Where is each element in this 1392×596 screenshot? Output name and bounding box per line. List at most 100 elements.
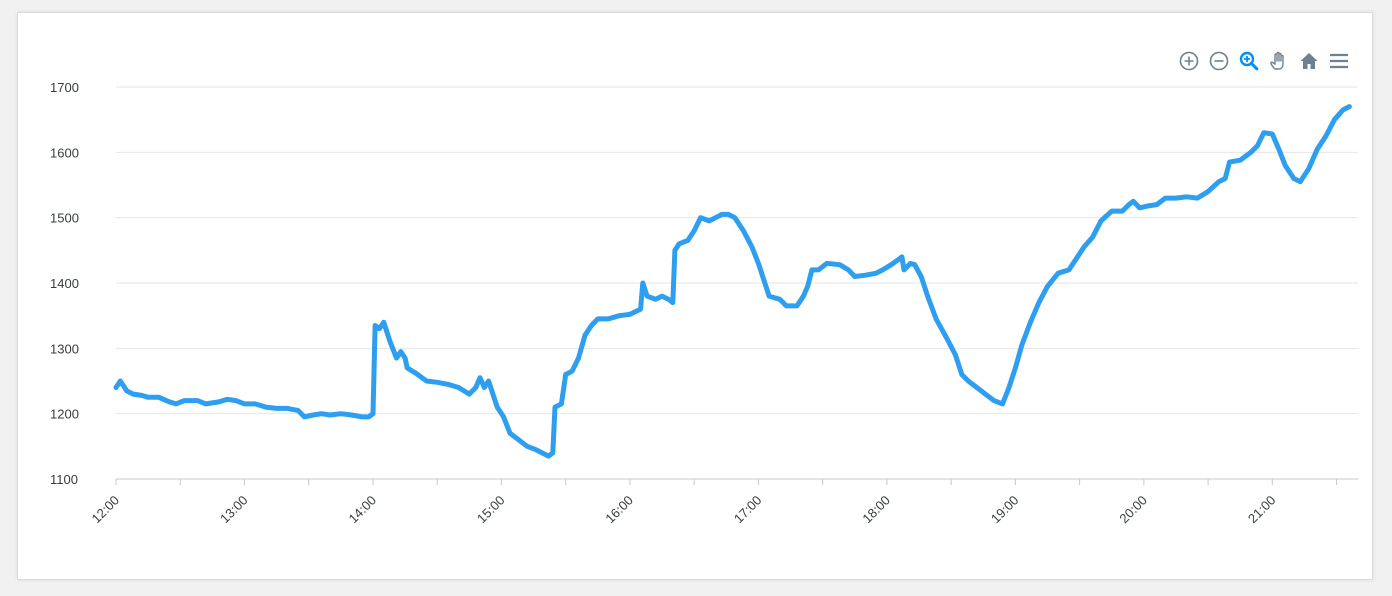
data-point[interactable]: [698, 215, 704, 221]
data-point[interactable]: [284, 405, 290, 411]
home-reset-icon[interactable]: [1297, 49, 1321, 73]
data-point[interactable]: [982, 391, 988, 397]
data-point[interactable]: [381, 319, 387, 325]
data-point[interactable]: [606, 316, 612, 322]
data-point[interactable]: [139, 392, 145, 398]
data-point[interactable]: [740, 228, 746, 234]
data-point[interactable]: [725, 211, 731, 217]
data-point[interactable]: [113, 385, 119, 391]
data-point[interactable]: [387, 339, 393, 345]
data-point[interactable]: [274, 405, 280, 411]
data-point[interactable]: [376, 326, 382, 332]
data-point[interactable]: [965, 378, 971, 384]
data-point[interactable]: [156, 394, 162, 400]
data-point[interactable]: [1027, 319, 1033, 325]
data-point[interactable]: [516, 437, 522, 443]
data-point[interactable]: [1237, 157, 1243, 163]
data-point[interactable]: [912, 262, 918, 268]
data-point[interactable]: [991, 398, 997, 404]
data-point[interactable]: [558, 401, 564, 407]
data-point[interactable]: [477, 375, 483, 381]
data-point[interactable]: [359, 414, 365, 420]
data-point[interactable]: [901, 267, 907, 273]
data-point[interactable]: [1173, 195, 1179, 201]
data-point[interactable]: [1297, 179, 1303, 185]
data-point[interactable]: [501, 414, 507, 420]
data-point[interactable]: [1012, 365, 1018, 371]
data-point[interactable]: [494, 404, 500, 410]
data-point[interactable]: [167, 399, 173, 405]
data-point[interactable]: [1248, 149, 1254, 155]
data-point[interactable]: [466, 391, 472, 397]
zoom-in-icon[interactable]: [1177, 49, 1201, 73]
data-point[interactable]: [252, 401, 258, 407]
data-point[interactable]: [653, 296, 659, 302]
data-point[interactable]: [1222, 175, 1228, 181]
data-point[interactable]: [824, 260, 830, 266]
data-point[interactable]: [1036, 300, 1042, 306]
data-point[interactable]: [640, 280, 646, 286]
data-point[interactable]: [413, 370, 419, 376]
data-point[interactable]: [1137, 205, 1143, 211]
data-point[interactable]: [815, 267, 821, 273]
data-point[interactable]: [338, 411, 344, 417]
data-point[interactable]: [1019, 342, 1025, 348]
data-point[interactable]: [552, 404, 558, 410]
data-point[interactable]: [1205, 189, 1211, 195]
data-point[interactable]: [888, 262, 894, 268]
data-point[interactable]: [563, 371, 569, 377]
data-point[interactable]: [800, 293, 806, 299]
data-point[interactable]: [595, 316, 601, 322]
data-point[interactable]: [173, 401, 179, 407]
data-point[interactable]: [1130, 198, 1136, 204]
data-point[interactable]: [241, 401, 247, 407]
data-point[interactable]: [627, 311, 633, 317]
data-point[interactable]: [117, 378, 123, 384]
series-line[interactable]: [113, 104, 1352, 459]
data-point[interactable]: [659, 293, 665, 299]
data-point[interactable]: [918, 273, 924, 279]
data-point[interactable]: [394, 355, 400, 361]
data-point[interactable]: [1314, 146, 1320, 152]
data-point[interactable]: [1227, 159, 1233, 165]
data-point[interactable]: [755, 260, 761, 266]
data-point[interactable]: [845, 267, 851, 273]
data-point[interactable]: [749, 244, 755, 250]
data-point[interactable]: [1306, 166, 1312, 172]
data-point[interactable]: [783, 303, 789, 309]
data-point[interactable]: [925, 293, 931, 299]
data-point[interactable]: [862, 272, 868, 278]
data-point[interactable]: [1331, 117, 1337, 123]
data-point[interactable]: [719, 211, 725, 217]
series-layer[interactable]: [113, 104, 1352, 460]
data-point[interactable]: [644, 293, 650, 299]
data-point[interactable]: [524, 443, 530, 449]
data-point[interactable]: [616, 313, 622, 319]
data-point[interactable]: [569, 368, 575, 374]
data-point[interactable]: [203, 401, 209, 407]
data-point[interactable]: [434, 379, 440, 385]
data-point[interactable]: [1216, 179, 1222, 185]
data-point[interactable]: [952, 352, 958, 358]
data-point[interactable]: [402, 355, 408, 361]
data-point[interactable]: [145, 394, 151, 400]
data-point[interactable]: [676, 241, 682, 247]
data-point[interactable]: [1184, 194, 1190, 200]
data-point[interactable]: [349, 412, 355, 418]
data-point[interactable]: [473, 385, 479, 391]
data-point[interactable]: [481, 385, 487, 391]
data-point[interactable]: [766, 293, 772, 299]
data-point[interactable]: [1261, 130, 1267, 136]
data-point[interactable]: [713, 215, 719, 221]
data-point[interactable]: [424, 378, 430, 384]
data-point[interactable]: [1089, 234, 1095, 240]
data-point[interactable]: [794, 303, 800, 309]
data-point[interactable]: [301, 414, 307, 420]
data-point[interactable]: [1154, 202, 1160, 208]
menu-icon[interactable]: [1327, 49, 1351, 73]
data-point[interactable]: [319, 411, 325, 417]
data-point[interactable]: [588, 322, 594, 328]
data-point[interactable]: [263, 404, 269, 410]
data-point[interactable]: [295, 407, 301, 413]
